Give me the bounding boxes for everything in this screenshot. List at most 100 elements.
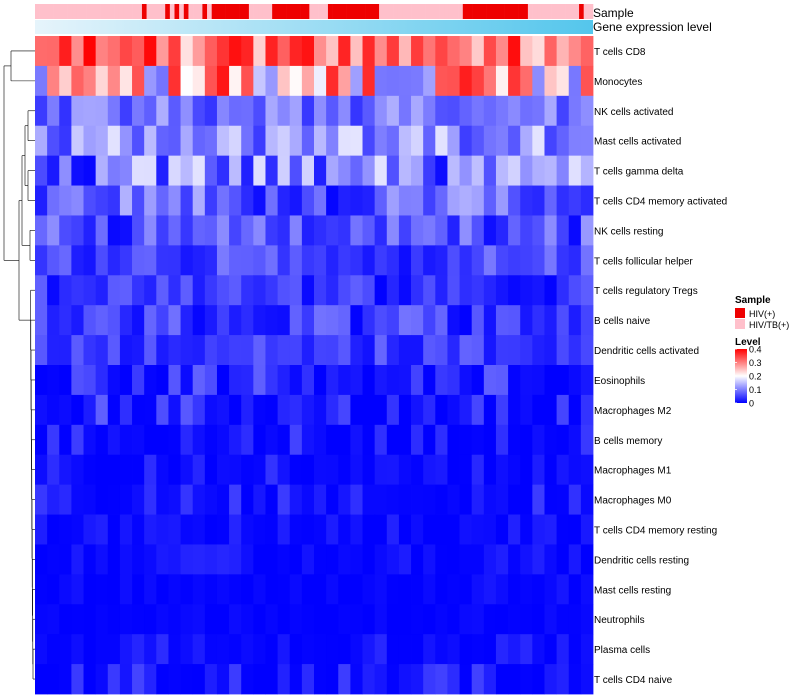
heatmap-cell	[556, 574, 570, 605]
heatmap-cell	[326, 544, 339, 575]
heatmap-cell	[338, 424, 351, 456]
sample-annotation-cell	[332, 4, 338, 19]
heatmap-cell	[132, 424, 145, 456]
heatmap-cell	[144, 155, 157, 186]
heatmap-cell	[459, 365, 473, 396]
heatmap-cell	[386, 95, 400, 127]
heatmap-cell	[180, 95, 194, 127]
heatmap-cell	[423, 574, 436, 605]
heatmap-cell	[119, 574, 133, 605]
heatmap-cell	[314, 604, 327, 635]
heatmap-cell	[520, 394, 533, 426]
heatmap-cell	[253, 484, 266, 515]
heatmap-cell	[289, 424, 303, 456]
heatmap-cell	[95, 335, 109, 366]
heatmap-cell	[435, 215, 448, 246]
heatmap-cell	[447, 394, 460, 426]
heatmap-cell	[447, 215, 460, 246]
heatmap-cell	[520, 604, 533, 635]
heatmap-cell	[168, 215, 181, 246]
heatmap-cell	[326, 275, 339, 306]
heatmap-cell	[350, 36, 363, 67]
heatmap-cell	[35, 365, 48, 396]
heatmap-cell	[107, 424, 121, 456]
heatmap-cell	[277, 394, 291, 426]
heatmap-cell	[107, 155, 121, 186]
heatmap-cell	[568, 424, 582, 456]
heatmap-cell	[71, 65, 84, 97]
heatmap-cell	[71, 454, 84, 486]
heatmap-cell	[423, 335, 436, 366]
heatmap-cell	[411, 604, 424, 635]
sample-annotation-cell	[565, 4, 571, 19]
heatmap-cell	[520, 365, 533, 396]
heatmap-cell	[338, 365, 351, 396]
sample-annotation-cell	[67, 4, 73, 19]
heatmap-cell	[144, 514, 157, 545]
heatmap-cell	[107, 484, 121, 515]
row-label: Dendritic cells resting	[594, 555, 689, 566]
heatmap-cell	[216, 245, 230, 276]
sample-annotation-cell	[546, 4, 552, 19]
heatmap-cell	[156, 604, 169, 635]
heatmap-cell	[277, 544, 291, 575]
heatmap-cell	[59, 634, 72, 665]
heatmap-cell	[423, 664, 436, 695]
heatmap-cell	[314, 454, 327, 486]
heatmap-cell	[411, 365, 424, 396]
heatmap-cell	[447, 245, 460, 276]
sample-annotation-cell	[225, 4, 231, 19]
sample-annotation-cell	[351, 4, 357, 19]
heatmap-cell	[253, 305, 266, 336]
heatmap-cell	[168, 574, 181, 605]
heatmap-cell	[107, 36, 121, 67]
heatmap-cell	[411, 544, 424, 575]
heatmap-cell	[289, 454, 303, 486]
heatmap-cell	[265, 245, 279, 276]
heatmap-cell	[398, 424, 412, 456]
heatmap-cell	[471, 664, 485, 695]
heatmap-cell	[156, 185, 169, 216]
heatmap-cell	[423, 484, 436, 515]
heatmap-cell	[326, 36, 339, 67]
heatmap-cell	[144, 95, 157, 127]
heatmap-cell	[362, 185, 376, 216]
heatmap-cell	[156, 155, 169, 186]
heatmap-cell	[508, 514, 521, 545]
heatmap-cell	[71, 185, 84, 216]
heatmap-cell	[495, 424, 509, 456]
heatmap-cell	[107, 245, 121, 276]
heatmap-cell	[289, 185, 303, 216]
sample-annotation-cell	[53, 4, 59, 19]
heatmap-cell	[495, 275, 509, 306]
heatmap-cell	[508, 185, 521, 216]
sample-annotation-cell	[151, 4, 157, 19]
heatmap-cell	[35, 335, 48, 366]
heatmap-cell	[314, 36, 327, 67]
heatmap-cell	[435, 335, 448, 366]
heatmap-cell	[83, 125, 97, 157]
heatmap-cell	[180, 275, 194, 306]
heatmap-cell	[216, 544, 230, 575]
heatmap-cell	[556, 664, 570, 695]
heatmap-cell	[277, 604, 291, 635]
sample-annotation-cell	[174, 4, 180, 19]
heatmap-cell	[483, 36, 497, 67]
heatmap-cell	[532, 65, 545, 97]
heatmap-cell	[326, 65, 339, 97]
sample-annotation-cell	[462, 4, 468, 19]
heatmap-cell	[265, 155, 279, 186]
heatmap-cell	[435, 125, 448, 157]
heatmap-cell	[495, 335, 509, 366]
heatmap-cell	[459, 514, 473, 545]
legend: Sample HIV(+) HIV/TB(+) Level 0.40.30.20…	[735, 295, 789, 409]
sample-annotation-cell	[309, 4, 315, 19]
heatmap-cell	[83, 664, 97, 695]
heatmap-cell	[132, 185, 145, 216]
heatmap-cell	[301, 335, 315, 366]
heatmap-cell	[301, 544, 315, 575]
heatmap-cell	[532, 604, 545, 635]
heatmap-cell	[471, 335, 485, 366]
heatmap-cell	[386, 514, 400, 545]
heatmap-cell	[180, 484, 194, 515]
